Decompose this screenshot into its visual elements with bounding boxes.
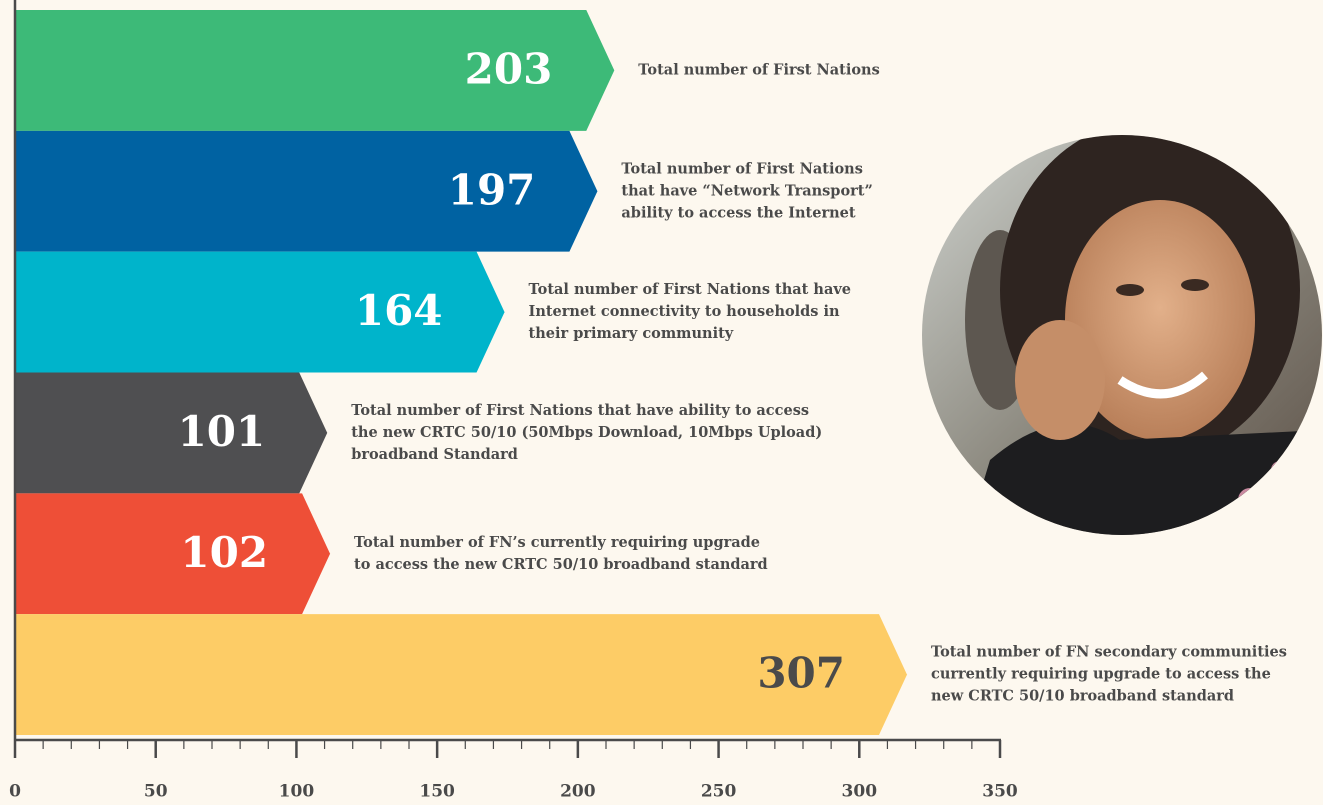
value-label: 101 <box>178 407 266 456</box>
value-label: 203 <box>465 44 553 93</box>
description: the new CRTC 50/10 (50Mbps Download, 10M… <box>351 424 822 441</box>
description: to access the new CRTC 50/10 broadband s… <box>354 556 768 573</box>
x-tick-label: 0 <box>9 782 21 802</box>
description: Total number of First Nations that have <box>529 281 851 298</box>
bar <box>15 493 330 614</box>
page: 203 Total number of First Nations 197 Total… <box>0 0 1323 805</box>
bar <box>15 373 327 494</box>
description: Total number of First Nations that have … <box>351 402 809 419</box>
description: new CRTC 50/10 broadband standard <box>931 688 1234 705</box>
chart: 203 Total number of First Nations 197 Total… <box>0 0 1323 805</box>
value-label: 307 <box>757 649 845 698</box>
x-tick-label: 100 <box>279 782 315 802</box>
x-tick-label: 250 <box>701 782 737 802</box>
description: broadband Standard <box>351 446 518 463</box>
description: Total number of FN’s currently requiring… <box>354 534 760 551</box>
description: Total number of First Nations <box>621 160 862 177</box>
description: Internet connectivity to households in <box>529 303 840 320</box>
x-tick-label: 150 <box>419 782 455 802</box>
description: currently requiring upgrade to access th… <box>931 666 1271 683</box>
description: Total number of FN secondary communities <box>931 644 1287 661</box>
value-label: 197 <box>448 165 536 214</box>
value-label: 164 <box>355 286 443 335</box>
description: that have “Network Transport” <box>621 182 872 199</box>
x-tick-label: 200 <box>560 782 596 802</box>
x-tick-label: 350 <box>982 782 1018 802</box>
x-tick-label: 300 <box>842 782 878 802</box>
description: ability to access the Internet <box>621 204 855 221</box>
value-label: 102 <box>180 528 268 577</box>
x-tick-label: 50 <box>144 782 168 802</box>
description: Total number of First Nations <box>638 61 879 78</box>
description: their primary community <box>529 325 734 342</box>
